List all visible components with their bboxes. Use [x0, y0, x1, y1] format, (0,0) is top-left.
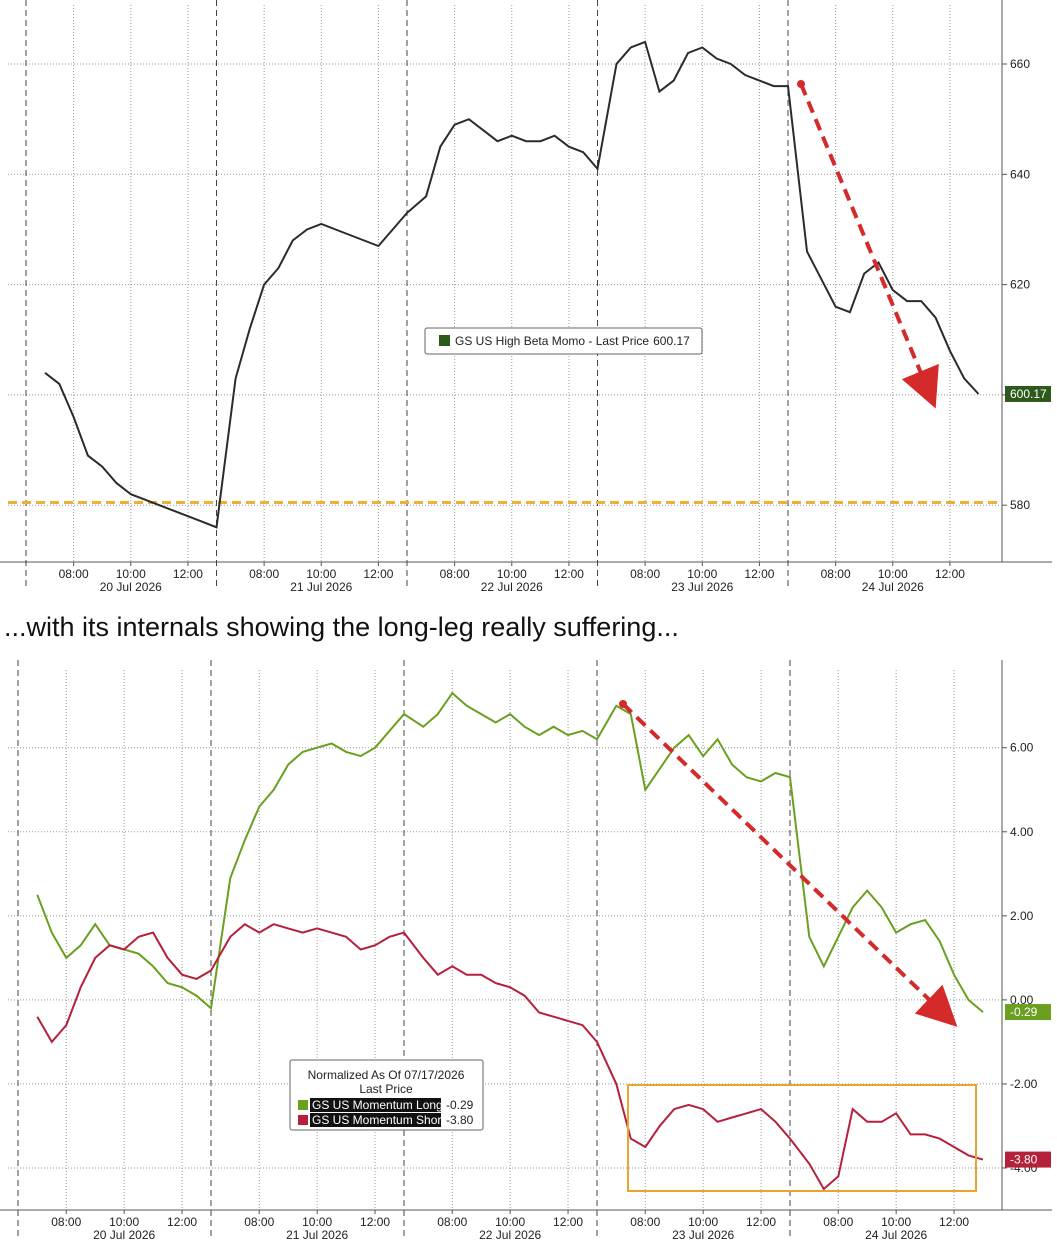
x-tick-label: 08:00 — [630, 567, 660, 581]
last-value-tag — [1005, 1004, 1051, 1021]
day-label: 20 Jul 2026 — [93, 1228, 155, 1242]
x-tick-label: 12:00 — [173, 567, 203, 581]
legend-value-title: Last Price — [596, 334, 650, 348]
day-label: 21 Jul 2026 — [290, 580, 352, 594]
legend-swatch — [298, 1100, 308, 1110]
y-tick-label: 640 — [1010, 167, 1030, 181]
x-tick-label: 12:00 — [746, 1215, 776, 1229]
day-label: 23 Jul 2026 — [671, 580, 733, 594]
last-value-label: 600.17 — [1010, 387, 1047, 401]
x-tick-label: 08:00 — [437, 1215, 467, 1229]
day-label: 22 Jul 2026 — [481, 580, 543, 594]
last-value-label: -3.80 — [1010, 1153, 1038, 1167]
y-tick-label: 620 — [1010, 278, 1030, 292]
x-tick-label: 10:00 — [109, 1215, 139, 1229]
x-tick-label: 08:00 — [821, 567, 851, 581]
y-tick-label: 0.00 — [1010, 993, 1034, 1007]
y-tick-label: 6.00 — [1010, 741, 1034, 755]
y-tick-label: -2.00 — [1010, 1077, 1038, 1091]
x-tick-label: 12:00 — [360, 1215, 390, 1229]
x-tick-label: 10:00 — [497, 567, 527, 581]
x-tick-label: 08:00 — [244, 1215, 274, 1229]
x-tick-label: 12:00 — [553, 1215, 583, 1229]
day-label: 23 Jul 2026 — [672, 1228, 734, 1242]
day-label: 24 Jul 2026 — [862, 580, 924, 594]
last-value-tag — [1005, 385, 1051, 402]
legend-series-name: GS US High Beta Momo — [455, 334, 585, 348]
day-label: 21 Jul 2026 — [286, 1228, 348, 1242]
x-tick-label: 08:00 — [51, 1215, 81, 1229]
legend-swatch — [439, 335, 450, 346]
legend-series-name: GS US Momentum Short — [312, 1113, 445, 1127]
arrow-start — [797, 80, 805, 88]
last-value-label: -0.29 — [1010, 1005, 1038, 1019]
legend-value-title: Last Price — [359, 1082, 413, 1096]
x-tick-label: 08:00 — [630, 1215, 660, 1229]
y-tick-label: 580 — [1010, 498, 1030, 512]
x-tick-label: 10:00 — [495, 1215, 525, 1229]
series-line — [36, 922, 984, 1191]
arrow-start — [619, 700, 627, 708]
legend-value: 600.17 — [653, 334, 690, 348]
annotation-arrow — [621, 702, 958, 1027]
x-tick-label: 12:00 — [363, 567, 393, 581]
x-tick-label: 08:00 — [59, 567, 89, 581]
x-tick-label: 12:00 — [939, 1215, 969, 1229]
x-tick-label: 10:00 — [306, 567, 336, 581]
x-tick-label: 10:00 — [688, 1215, 718, 1229]
price-chart: 58060062064066008:0010:0012:0008:0010:00… — [0, 0, 1052, 594]
legend-box — [289, 1059, 484, 1131]
x-tick-label: 10:00 — [302, 1215, 332, 1229]
legend-name-bg — [310, 1113, 441, 1127]
day-label: 24 Jul 2026 — [865, 1228, 927, 1242]
y-tick-label: 2.00 — [1010, 909, 1034, 923]
legend-value: -3.80 — [446, 1113, 474, 1127]
x-tick-label: 10:00 — [878, 567, 908, 581]
y-tick-label: 660 — [1010, 57, 1030, 71]
legend-swatch — [298, 1115, 308, 1125]
annotation-box — [627, 1084, 977, 1192]
day-label: 22 Jul 2026 — [479, 1228, 541, 1242]
y-tick-label: 4.00 — [1010, 825, 1034, 839]
x-tick-label: 10:00 — [687, 567, 717, 581]
legend-name-bg — [310, 1098, 441, 1112]
legend-title: Normalized As Of 07/17/2026 — [308, 1068, 465, 1082]
x-tick-label: 08:00 — [249, 567, 279, 581]
day-label: 20 Jul 2026 — [100, 580, 162, 594]
annotation-arrow — [799, 83, 939, 409]
series-line — [36, 691, 984, 1013]
x-tick-label: 12:00 — [744, 567, 774, 581]
legend-series-name: GS US Momentum Long — [312, 1098, 443, 1112]
x-tick-label: 12:00 — [554, 567, 584, 581]
x-tick-label: 10:00 — [881, 1215, 911, 1229]
x-tick-label: 12:00 — [167, 1215, 197, 1229]
legend-separator: - — [585, 334, 596, 348]
legend-text: GS US High Beta Momo - Last Price 600.17 — [455, 334, 690, 348]
legend-value: -0.29 — [446, 1098, 474, 1112]
caption: ...with its internals showing the long-l… — [4, 612, 679, 642]
last-value-tag — [1005, 1151, 1051, 1168]
x-tick-label: 10:00 — [116, 567, 146, 581]
series-line — [44, 40, 980, 529]
x-tick-label: 08:00 — [823, 1215, 853, 1229]
legend-box — [424, 327, 703, 355]
x-tick-label: 12:00 — [935, 567, 965, 581]
x-tick-label: 08:00 — [440, 567, 470, 581]
